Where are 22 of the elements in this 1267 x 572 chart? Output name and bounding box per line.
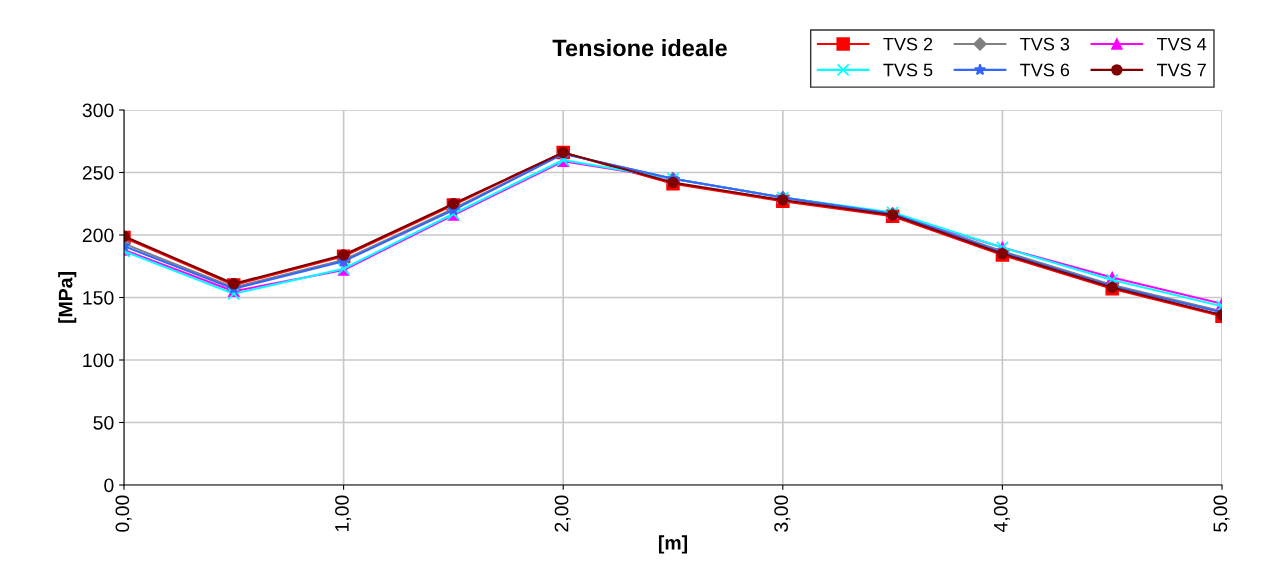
- y-tick-label: 100: [83, 353, 114, 368]
- y-tick-label: 0: [104, 478, 114, 493]
- y-tick-label: 300: [82, 103, 114, 118]
- y-tick-label: 50: [93, 415, 114, 430]
- legend-label: TVS 4: [1156, 37, 1207, 51]
- x-tick-label: 4,00: [993, 495, 1010, 533]
- y-tick-label: 200: [82, 228, 114, 243]
- y-tick-label: 250: [82, 165, 114, 180]
- legend-label: TVS 6: [1020, 63, 1070, 77]
- x-tick-label: 1,00: [335, 495, 352, 532]
- x-tick-label: 2,00: [554, 495, 571, 532]
- legend-label: TVS 2: [883, 37, 933, 51]
- x-axis-title: [m]: [658, 535, 688, 554]
- legend-label: TVS 3: [1020, 37, 1070, 51]
- y-axis-title: [MPa]: [58, 272, 77, 323]
- legend-label: TVS 5: [883, 63, 933, 77]
- legend-label: TVS 7: [1156, 63, 1206, 77]
- y-tick-label: 150: [83, 290, 114, 305]
- x-tick-label: 0,00: [115, 495, 132, 532]
- chart-title: Tensione ideale: [552, 39, 727, 57]
- x-tick-label: 3,00: [774, 495, 791, 532]
- x-tick-label: 5,00: [1213, 495, 1230, 532]
